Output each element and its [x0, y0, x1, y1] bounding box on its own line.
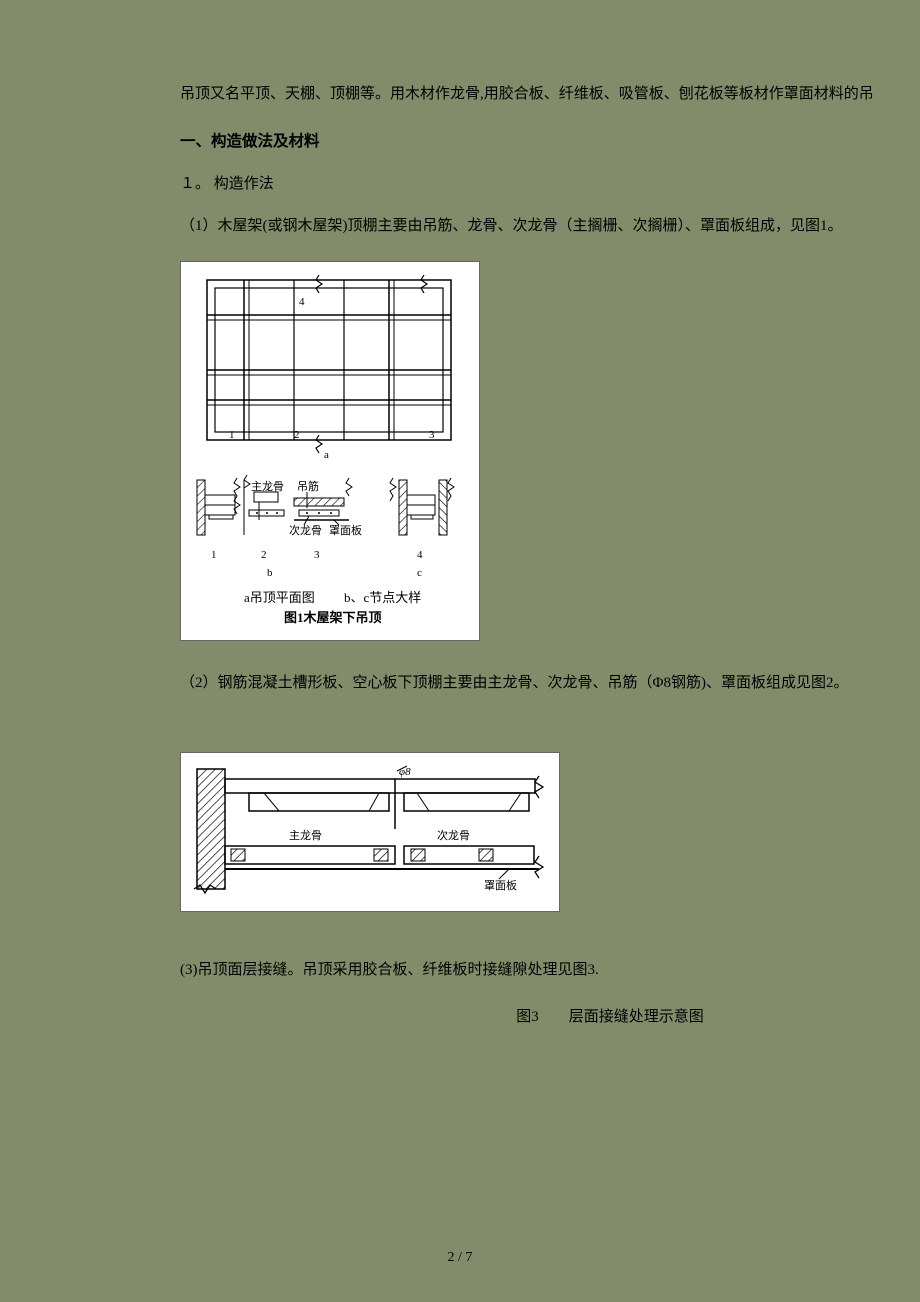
figure1-label-1a: 1 — [229, 429, 235, 441]
figure3-caption: 图3 层面接缝处理示意图 — [180, 1003, 920, 1032]
figure2-sub-keel-label: 次龙骨 — [437, 828, 470, 842]
figure1-panel-label: 罩面板 — [329, 523, 362, 537]
page-current: 2 — [448, 1250, 455, 1265]
figure1-hanger-label: 吊筋 — [297, 479, 319, 493]
figure1-b-1: 1 — [211, 549, 217, 561]
figure1-b-2: 2 — [261, 549, 267, 561]
figure1-title: 图1木屋架下吊顶 — [284, 610, 382, 625]
subsection-1: １。 构造作法 — [180, 170, 920, 199]
figure1-a-label: a — [324, 449, 329, 461]
item-2: （2）钢筋混凝土槽形板、空心板下顶棚主要由主龙骨、次龙骨、吊筋（Φ8钢筋)、罩面… — [180, 669, 920, 698]
figure1-label-3a: 3 — [429, 429, 435, 441]
figure2-phi8-label: φ8 — [399, 766, 411, 778]
item-3: (3)吊顶面层接缝。吊顶采用胶合板、纤维板时接缝隙处理见图3. — [180, 956, 920, 985]
page-total: 7 — [465, 1250, 472, 1265]
figure2-panel-label: 罩面板 — [484, 878, 517, 892]
figure2-main-keel-label: 主龙骨 — [289, 829, 322, 842]
figure1-b-3: 3 — [314, 549, 320, 561]
page-number: 2 / 7 — [0, 1245, 920, 1272]
figure1-sub-keel-label: 次龙骨 — [289, 523, 322, 537]
figure1-b-4: 4 — [417, 549, 423, 561]
section-heading: 一、构造做法及材料 — [180, 127, 920, 156]
figure1-caption-a: a吊顶平面图 — [244, 590, 315, 605]
figure1-label-4: 4 — [299, 296, 305, 308]
item-1: （1）木屋架(或钢木屋架)顶棚主要由吊筋、龙骨、次龙骨（主搁栅、次搁栅）、罩面板… — [180, 212, 920, 241]
page-sep: / — [455, 1250, 466, 1265]
figure1-c-label: c — [417, 567, 422, 579]
figure1-b-label: b — [267, 567, 273, 579]
figure-1: 4 1 2 3 a 主龙骨 吊筋 — [180, 261, 480, 641]
figure1-label-2a: 2 — [294, 429, 300, 441]
figure1-caption-bc: b、c节点大样 — [344, 590, 421, 605]
intro-paragraph: 吊顶又名平顶、天棚、顶棚等。用木材作龙骨,用胶合板、纤维板、吸管板、刨花板等板材… — [180, 80, 920, 109]
figure-2: φ8 主龙骨 次龙骨 罩面板 — [180, 752, 560, 912]
figure1-main-keel-label: 主龙骨 — [251, 480, 284, 493]
